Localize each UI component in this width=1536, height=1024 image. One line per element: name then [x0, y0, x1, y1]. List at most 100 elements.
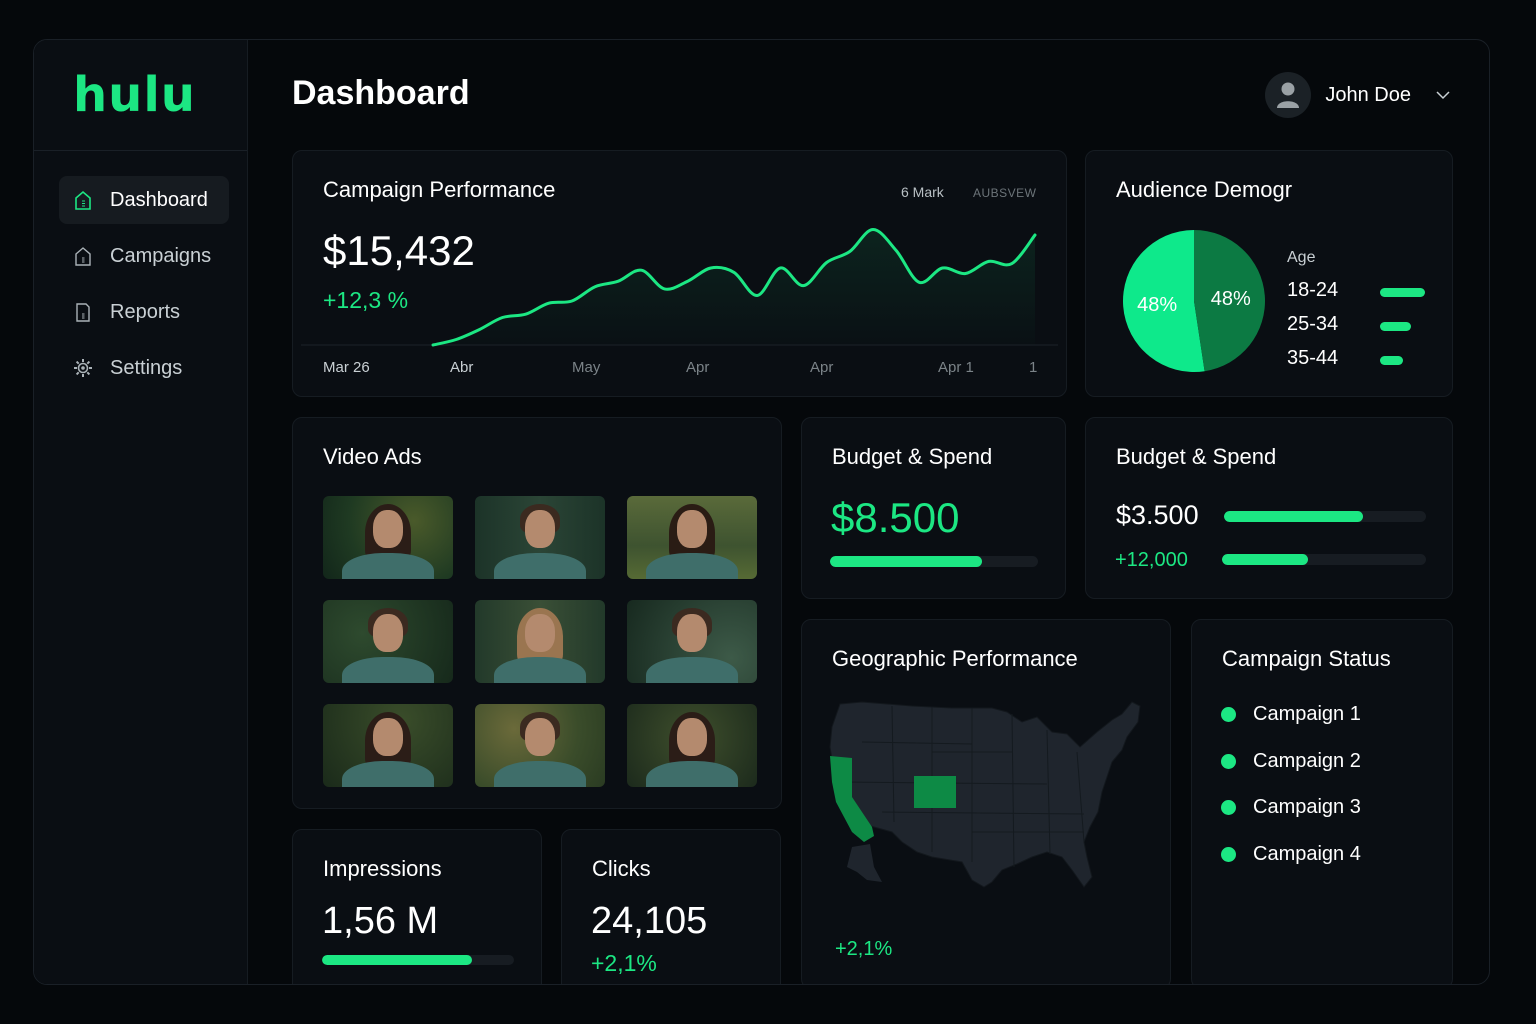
thumbnail-face [677, 718, 707, 756]
video-thumbnail[interactable] [627, 600, 757, 683]
video-thumbnail[interactable] [627, 496, 757, 579]
performance-line-chart [301, 227, 1058, 347]
gear-icon [72, 357, 94, 379]
thumbnail-face [525, 614, 555, 652]
clicks-change: +2,1% [591, 950, 657, 976]
age-group-bar [1380, 322, 1411, 331]
home-icon [72, 189, 94, 211]
chevron-down-icon [1436, 91, 1450, 100]
thumbnail-face [677, 510, 707, 548]
video-thumbnail[interactable] [475, 704, 605, 787]
thumbnail-shirt [494, 761, 586, 787]
audience-pie-chart: 48% 48% [1123, 230, 1265, 372]
spend-change: +12,000 [1115, 549, 1188, 571]
age-group-label: 18-24 [1287, 279, 1339, 301]
sidebar-nav: Dashboard Campaigns Reports Settings [34, 151, 247, 392]
performance-area [433, 229, 1035, 345]
budget-progress-fill [830, 556, 982, 567]
status-dot-icon [1221, 753, 1236, 769]
change-progress-bar [1222, 554, 1426, 565]
impressions-value: 1,56 M [322, 900, 439, 942]
pie-slice[interactable] [1123, 230, 1205, 372]
thumbnail-face [525, 510, 555, 548]
document-icon [72, 301, 94, 323]
status-dot-icon [1221, 800, 1236, 815]
campaign-name: Campaign 4 [1253, 842, 1361, 865]
x-tick-label: 1 [1029, 359, 1038, 376]
app-window: hulu Dashboard Campaigns Reports [33, 39, 1490, 985]
user-menu[interactable]: John Doe [1265, 72, 1451, 118]
campaign-status-item[interactable]: Campaign 1 [1221, 703, 1361, 726]
card-title: Impressions [323, 856, 442, 881]
state-colorado[interactable] [914, 776, 956, 808]
performance-change: +12,3 % [323, 287, 409, 313]
user-name: John Doe [1325, 83, 1411, 106]
x-tick-label: Abr [450, 359, 474, 376]
campaign-status-item[interactable]: Campaign 2 [1221, 750, 1361, 773]
card-title: Video Ads [323, 444, 422, 469]
campaign-name: Campaign 2 [1253, 749, 1361, 772]
thumbnail-shirt [342, 761, 434, 787]
budget-progress-bar [830, 556, 1038, 567]
campaign-status-item[interactable]: Campaign 4 [1221, 843, 1361, 866]
hulu-logo[interactable]: hulu [73, 67, 196, 123]
state-california[interactable] [830, 756, 874, 842]
thumbnail-shirt [342, 657, 434, 683]
audience-demographics-card: Audience Demogr 48% 48% Age 18-24 25-34 35-… [1085, 150, 1453, 397]
video-thumbnail[interactable] [323, 496, 453, 579]
x-tick-label: Mar 26 [323, 359, 370, 376]
sidebar-item-settings[interactable]: Settings [59, 344, 229, 392]
spend-progress-bar [1224, 511, 1426, 522]
age-group-label: 25-34 [1287, 313, 1339, 335]
video-thumbnail[interactable] [323, 600, 453, 683]
card-title: Budget & Spend [1116, 444, 1277, 469]
logo-area: hulu [34, 40, 247, 151]
thumbnail-shirt [342, 553, 434, 579]
budget-value: $8.500 [831, 494, 960, 541]
thumbnail-face [677, 614, 707, 652]
budget-spend-card-secondary: Budget & Spend $3.500 +12,000 [1085, 417, 1453, 599]
age-group-bar [1380, 288, 1425, 297]
spend-value: $3.500 [1116, 500, 1199, 530]
card-title: Clicks [592, 856, 651, 881]
thumbnail-shirt [646, 553, 738, 579]
thumbnail-shirt [646, 761, 738, 787]
pie-slice-label: 48% [1137, 294, 1177, 316]
campaign-name: Campaign 3 [1253, 796, 1361, 818]
impressions-progress-bar [322, 955, 514, 965]
alaska [847, 844, 882, 882]
video-thumbnail[interactable] [627, 704, 757, 787]
clicks-card: Clicks 24,105 +2,1% [561, 829, 781, 984]
sidebar-item-label: Campaigns [110, 244, 212, 267]
sidebar-item-campaigns[interactable]: Campaigns [59, 232, 229, 280]
campaign-status-item[interactable]: Campaign 3 [1221, 796, 1361, 819]
main-content: Dashboard John Doe Campaign Performance … [248, 40, 1489, 984]
spend-progress-fill [1224, 511, 1364, 522]
video-thumbnail[interactable] [475, 600, 605, 683]
range-option[interactable]: 6 Mark [901, 184, 944, 200]
card-title: Audience Demogr [1116, 177, 1293, 202]
campaign-name: Campaign 1 [1253, 703, 1361, 725]
view-option[interactable]: AUBSVEW [973, 186, 1037, 200]
page-title: Dashboard [292, 74, 470, 112]
impressions-card: Impressions 1,56 M [292, 829, 542, 984]
card-title: Campaign Status [1222, 646, 1391, 671]
video-thumbnail[interactable] [323, 704, 453, 787]
pie-slice-label: 48% [1211, 288, 1251, 310]
thumbnail-shirt [494, 657, 586, 683]
x-tick-label: Apr [810, 359, 834, 376]
clicks-value: 24,105 [591, 900, 708, 942]
us-map[interactable] [822, 692, 1152, 922]
impressions-progress-fill [322, 955, 472, 965]
campaign-performance-card: Campaign Performance $15,432 +12,3 % 6 M… [292, 150, 1067, 397]
us-mainland [829, 701, 1141, 888]
status-dot-icon [1221, 707, 1236, 722]
pie-slice[interactable] [1194, 230, 1265, 372]
sidebar-item-dashboard[interactable]: Dashboard [59, 176, 229, 224]
sidebar-item-reports[interactable]: Reports [59, 288, 229, 336]
video-thumbnail[interactable] [475, 496, 605, 579]
video-thumbnail-grid [323, 496, 757, 787]
age-group-bar [1380, 356, 1403, 365]
geographic-performance-card: Geographic Performance +2,1% [801, 619, 1171, 984]
user-avatar-icon [1265, 72, 1312, 118]
